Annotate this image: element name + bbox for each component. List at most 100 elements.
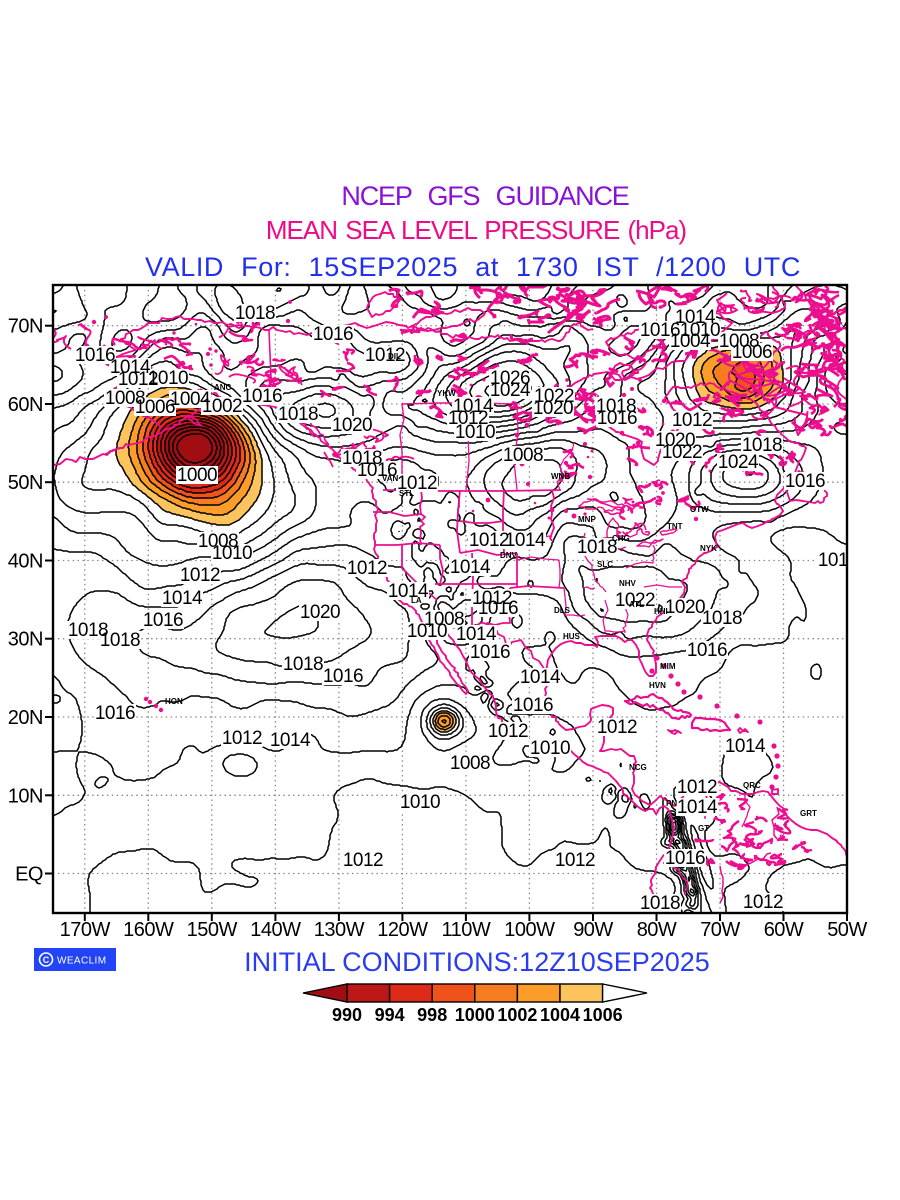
- svg-text:1020: 1020: [300, 602, 340, 623]
- svg-text:1026: 1026: [490, 368, 530, 389]
- svg-text:1020: 1020: [665, 597, 705, 618]
- svg-text:140W: 140W: [250, 919, 301, 941]
- svg-text:1022: 1022: [662, 442, 702, 463]
- svg-text:1014: 1014: [456, 624, 497, 645]
- svg-text:1014: 1014: [520, 667, 561, 688]
- svg-text:1020: 1020: [655, 430, 695, 451]
- svg-text:HUS: HUS: [563, 632, 581, 641]
- svg-text:YKW: YKW: [437, 389, 456, 398]
- svg-text:1016: 1016: [687, 640, 727, 661]
- svg-text:80W: 80W: [637, 919, 677, 941]
- svg-text:30N: 30N: [8, 629, 43, 651]
- svg-text:MNP: MNP: [578, 515, 596, 524]
- svg-text:1002: 1002: [202, 396, 242, 417]
- svg-text:HON: HON: [165, 697, 183, 706]
- svg-text:1012: 1012: [743, 892, 783, 913]
- svg-text:1012: 1012: [397, 473, 437, 494]
- svg-text:1014: 1014: [818, 550, 859, 571]
- svg-text:100W: 100W: [504, 919, 555, 941]
- svg-text:1010: 1010: [400, 792, 440, 813]
- svg-text:GT: GT: [698, 824, 709, 833]
- svg-text:1018: 1018: [342, 448, 382, 469]
- svg-text:1016: 1016: [470, 642, 510, 663]
- svg-text:1016: 1016: [357, 460, 397, 481]
- svg-text:1010: 1010: [407, 621, 447, 642]
- svg-text:1014: 1014: [677, 797, 718, 818]
- svg-text:LA: LA: [411, 596, 422, 605]
- svg-text:HHI: HHI: [654, 607, 668, 616]
- svg-text:1012: 1012: [555, 850, 595, 871]
- svg-text:1012: 1012: [448, 408, 488, 429]
- svg-text:1016: 1016: [785, 471, 825, 492]
- svg-text:1016: 1016: [95, 703, 135, 724]
- svg-text:1006: 1006: [732, 342, 772, 363]
- svg-text:1020: 1020: [533, 398, 573, 419]
- svg-text:STL: STL: [399, 489, 414, 498]
- svg-text:1010: 1010: [530, 738, 570, 759]
- svg-text:50N: 50N: [8, 472, 43, 494]
- svg-text:1008: 1008: [424, 609, 464, 630]
- svg-text:1016: 1016: [640, 320, 680, 341]
- svg-text:10N: 10N: [8, 785, 43, 807]
- svg-text:50W: 50W: [827, 919, 867, 941]
- svg-text:1016: 1016: [143, 610, 183, 631]
- svg-text:1008: 1008: [719, 331, 759, 352]
- svg-text:QRC: QRC: [743, 781, 761, 790]
- svg-text:ATL: ATL: [629, 600, 644, 609]
- svg-text:1012: 1012: [180, 565, 220, 586]
- svg-text:1016: 1016: [665, 848, 705, 869]
- svg-text:1016: 1016: [478, 598, 518, 619]
- svg-text:1008: 1008: [105, 388, 145, 409]
- svg-text:1012: 1012: [597, 717, 637, 738]
- svg-text:1016: 1016: [242, 386, 282, 407]
- svg-text:1010: 1010: [212, 543, 252, 564]
- svg-text:WEACLIM: WEACLIM: [57, 956, 106, 967]
- svg-text:OTW: OTW: [690, 505, 709, 514]
- svg-text:1018: 1018: [640, 893, 680, 914]
- svg-text:NHV: NHV: [619, 579, 637, 588]
- svg-text:1018: 1018: [68, 620, 108, 641]
- svg-text:1016: 1016: [323, 666, 363, 687]
- svg-text:1014: 1014: [725, 736, 766, 757]
- svg-text:1018: 1018: [702, 608, 742, 629]
- svg-text:1004: 1004: [670, 331, 711, 352]
- svg-text:40N: 40N: [8, 551, 43, 573]
- svg-text:1012: 1012: [347, 558, 387, 579]
- svg-text:60N: 60N: [8, 394, 43, 416]
- svg-text:994: 994: [375, 1005, 405, 1025]
- svg-text:EQ: EQ: [15, 864, 43, 886]
- svg-text:1004: 1004: [170, 389, 211, 410]
- svg-text:1008: 1008: [503, 445, 543, 466]
- svg-text:1012: 1012: [672, 410, 712, 431]
- svg-text:1014: 1014: [162, 588, 203, 609]
- svg-text:1004: 1004: [540, 1005, 580, 1025]
- svg-text:170W: 170W: [60, 919, 111, 941]
- svg-text:1016: 1016: [313, 324, 353, 345]
- svg-text:DIL: DIL: [388, 352, 401, 361]
- svg-text:1002: 1002: [497, 1005, 537, 1025]
- svg-text:VAN: VAN: [382, 474, 399, 483]
- svg-text:1012: 1012: [222, 728, 262, 749]
- svg-text:1000: 1000: [455, 1005, 495, 1025]
- svg-text:1012: 1012: [472, 588, 512, 609]
- svg-text:1018: 1018: [596, 396, 636, 417]
- svg-text:20N: 20N: [8, 707, 43, 729]
- svg-text:1022: 1022: [615, 590, 655, 611]
- svg-text:1016: 1016: [513, 695, 553, 716]
- svg-text:DNV: DNV: [500, 551, 518, 560]
- svg-text:1016: 1016: [75, 345, 115, 366]
- svg-text:1014: 1014: [110, 357, 151, 378]
- svg-text:1006: 1006: [583, 1005, 623, 1025]
- svg-text:NCG: NCG: [629, 763, 647, 772]
- svg-text:1024: 1024: [490, 380, 531, 401]
- svg-text:WNB: WNB: [551, 472, 570, 481]
- svg-text:MEAN SEA LEVEL PRESSURE (hPa): MEAN SEA LEVEL PRESSURE (hPa): [266, 215, 687, 245]
- svg-text:70W: 70W: [700, 919, 740, 941]
- svg-text:1012: 1012: [469, 530, 509, 551]
- svg-text:1014: 1014: [270, 730, 311, 751]
- svg-text:C: C: [43, 955, 50, 965]
- svg-text:70N: 70N: [8, 316, 43, 338]
- svg-text:110W: 110W: [442, 919, 491, 941]
- svg-text:1008: 1008: [450, 753, 490, 774]
- svg-text:1012: 1012: [677, 777, 717, 798]
